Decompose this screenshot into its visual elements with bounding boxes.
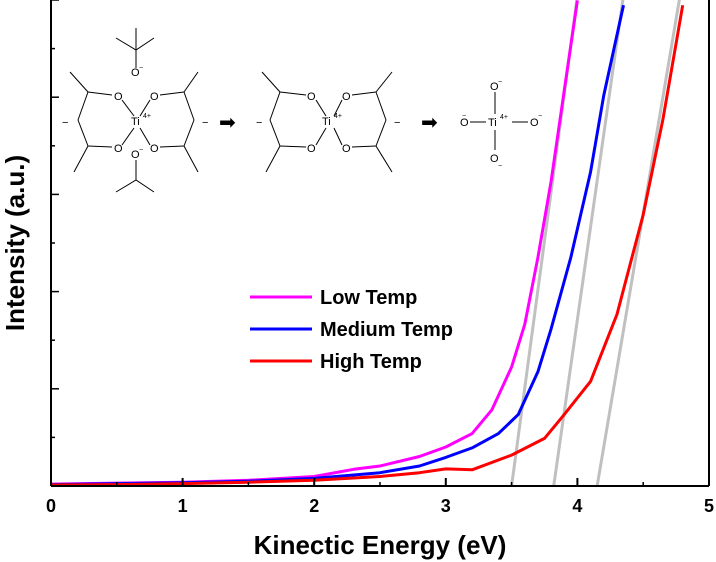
chemical-structure-inset [69, 28, 528, 193]
x-tick-label: 0 [46, 496, 56, 516]
y-axis-title: Intensity (a.u.) [0, 155, 30, 331]
o-label: O [150, 143, 159, 155]
x-ticks: 0 1 2 3 4 5 [46, 478, 714, 516]
ti-label-1: Ti [131, 116, 140, 128]
o-label: O [150, 91, 159, 103]
legend-label-low-temp: Low Temp [320, 287, 417, 309]
reaction-arrow-icon: ➡ [219, 110, 236, 134]
molecule-ti-acac [261, 71, 393, 173]
legend-label-high-temp: High Temp [320, 351, 422, 373]
o-label: O [307, 143, 316, 155]
molecule-tio4 [470, 92, 528, 150]
charge-minus: − [62, 117, 68, 129]
charge-minus: − [394, 117, 400, 129]
o-label: O [530, 117, 539, 129]
x-axis-title: Kinectic Energy (eV) [254, 530, 507, 560]
o-label: O [342, 143, 351, 155]
o-label: O [307, 91, 316, 103]
x-tick-label: 3 [441, 496, 451, 516]
o-minus: − [462, 113, 466, 120]
o-minus: − [139, 65, 143, 72]
x-tick-label: 4 [572, 496, 582, 516]
fit-line-3 [595, 0, 681, 486]
ti-charge-3: 4+ [500, 114, 508, 121]
x-tick-label: 5 [704, 496, 714, 516]
o-label: O [490, 153, 499, 165]
charge-minus: − [202, 117, 208, 129]
legend: Low Temp Medium Temp High Temp [250, 287, 453, 373]
o-label: O [490, 81, 499, 93]
ti-charge-2: 4+ [334, 113, 342, 120]
x-tick-label: 1 [178, 496, 188, 516]
o-label: O [342, 91, 351, 103]
o-label: O [131, 149, 140, 161]
ti-label-2: Ti [322, 116, 331, 128]
o-minus: − [498, 79, 502, 86]
charge-minus: − [256, 117, 262, 129]
o-label: O [460, 117, 469, 129]
fit-lines [510, 0, 681, 486]
fit-line-2 [552, 0, 625, 486]
o-label: O [114, 143, 123, 155]
series-lines [51, 0, 685, 486]
o-minus: − [139, 147, 143, 154]
y-ticks [51, 0, 59, 439]
x-tick-label: 2 [309, 496, 319, 516]
o-minus: − [538, 113, 542, 120]
o-label: O [114, 91, 123, 103]
o-minus: − [498, 163, 502, 170]
legend-label-medium-temp: Medium Temp [320, 319, 453, 341]
reaction-arrow-icon: ➡ [421, 110, 438, 134]
ti-charge-1: 4+ [143, 113, 151, 120]
o-label: O [131, 67, 140, 79]
molecule-ti-acac-isopropoxide [69, 28, 199, 193]
series-line-high-temp [51, 4, 685, 486]
plot-area [51, 0, 685, 486]
inset-labels: Ti 4+ Ti 4+ Ti 4+ O O O O O O O O O O O … [62, 65, 542, 170]
series-line-low-temp [51, 0, 579, 486]
ti-label-3: Ti [488, 117, 497, 129]
